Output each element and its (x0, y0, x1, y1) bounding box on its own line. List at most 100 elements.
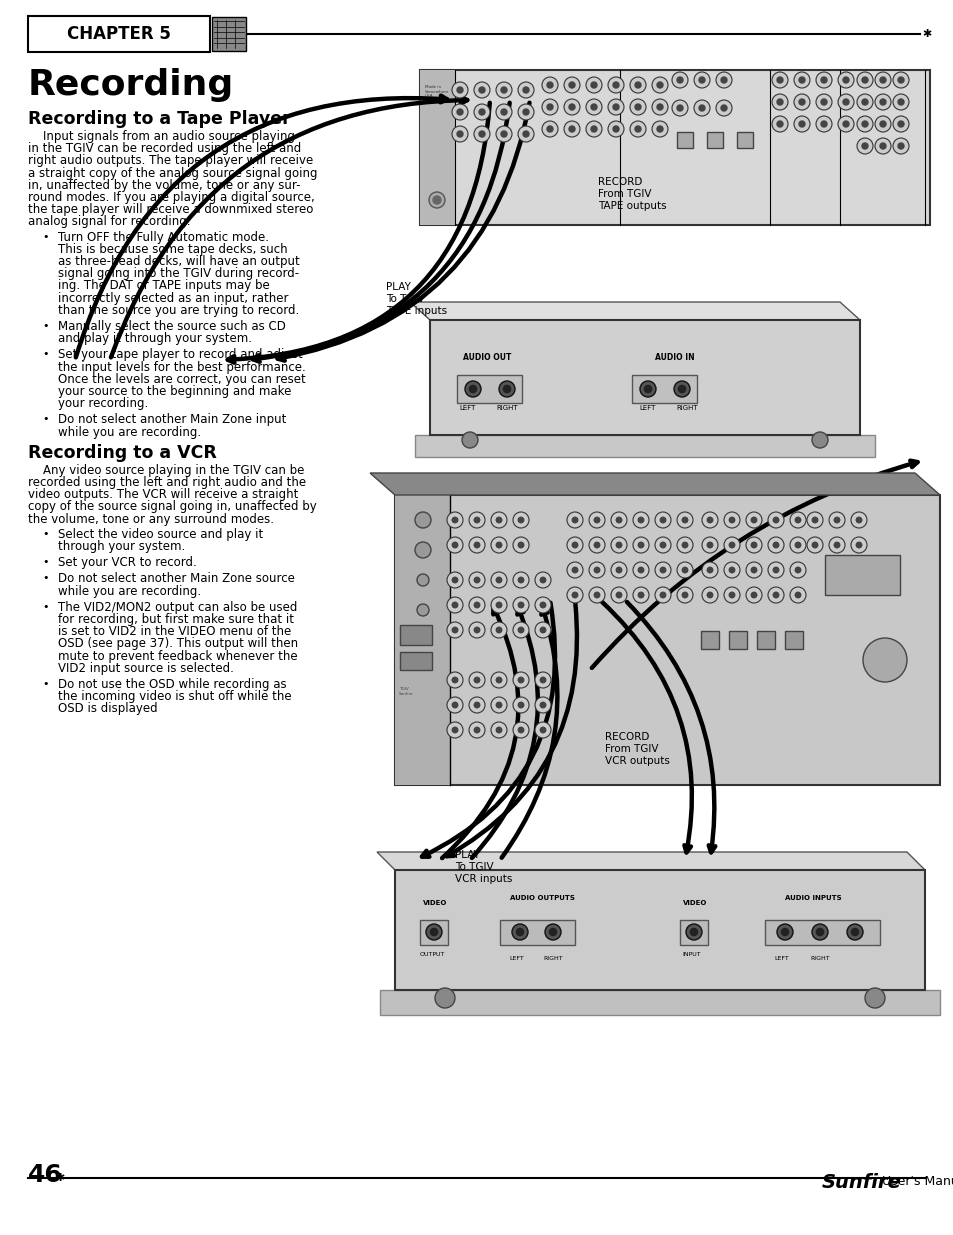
Circle shape (491, 513, 506, 529)
Text: your recording.: your recording. (58, 398, 148, 410)
Circle shape (659, 593, 665, 598)
Circle shape (874, 138, 890, 154)
Circle shape (474, 126, 490, 142)
Bar (419, 70, 455, 225)
Circle shape (892, 72, 908, 88)
Circle shape (585, 99, 601, 115)
Circle shape (677, 513, 692, 529)
Circle shape (546, 126, 553, 132)
Circle shape (821, 99, 826, 105)
Text: •: • (43, 415, 50, 425)
Bar (499, 920, 575, 945)
Bar (677, 132, 692, 148)
Circle shape (767, 513, 783, 529)
Text: than the source you are trying to record.: than the source you are trying to record… (58, 304, 299, 317)
Circle shape (517, 542, 523, 548)
Circle shape (496, 542, 501, 548)
Circle shape (474, 727, 479, 732)
Circle shape (568, 126, 575, 132)
Circle shape (469, 572, 484, 588)
Text: RECORD: RECORD (598, 177, 641, 186)
Text: RIGHT: RIGHT (676, 405, 697, 411)
Polygon shape (376, 852, 924, 869)
Circle shape (474, 104, 490, 120)
Circle shape (811, 432, 827, 448)
Bar (631, 375, 697, 403)
Circle shape (671, 100, 687, 116)
Circle shape (635, 126, 640, 132)
Circle shape (677, 587, 692, 603)
Circle shape (879, 121, 885, 127)
Circle shape (671, 72, 687, 88)
Circle shape (491, 597, 506, 613)
Circle shape (771, 116, 787, 132)
Circle shape (469, 622, 484, 638)
Circle shape (862, 99, 867, 105)
Circle shape (821, 77, 826, 83)
Circle shape (693, 100, 709, 116)
Circle shape (452, 542, 457, 548)
Circle shape (773, 517, 778, 522)
Circle shape (728, 542, 734, 548)
Circle shape (837, 72, 853, 88)
Circle shape (651, 121, 667, 137)
Circle shape (789, 537, 805, 553)
Circle shape (535, 697, 551, 713)
Circle shape (750, 542, 756, 548)
Circle shape (633, 537, 648, 553)
Circle shape (723, 562, 740, 578)
Circle shape (469, 513, 484, 529)
Circle shape (639, 382, 656, 396)
Circle shape (789, 562, 805, 578)
Circle shape (517, 517, 523, 522)
Circle shape (610, 513, 626, 529)
Circle shape (491, 572, 506, 588)
Circle shape (496, 627, 501, 632)
Circle shape (745, 562, 761, 578)
Circle shape (750, 593, 756, 598)
Circle shape (745, 513, 761, 529)
Circle shape (693, 72, 709, 88)
Circle shape (806, 513, 822, 529)
Text: OSD (see page 37). This output will then: OSD (see page 37). This output will then (58, 637, 297, 651)
Circle shape (563, 121, 579, 137)
Circle shape (522, 109, 529, 115)
Circle shape (815, 72, 831, 88)
Circle shape (728, 567, 734, 573)
Text: in the TGIV can be recorded using the left and: in the TGIV can be recorded using the le… (28, 142, 301, 156)
Circle shape (789, 587, 805, 603)
Circle shape (842, 121, 848, 127)
Text: Made in
Somewhere
USA: Made in Somewhere USA (424, 85, 449, 99)
Text: User's Manual: User's Manual (882, 1174, 953, 1188)
Text: Recording to a VCR: Recording to a VCR (28, 443, 216, 462)
Circle shape (590, 126, 597, 132)
Circle shape (789, 513, 805, 529)
Circle shape (513, 697, 529, 713)
Circle shape (474, 627, 479, 632)
Circle shape (659, 542, 665, 548)
Circle shape (474, 703, 479, 708)
Circle shape (549, 929, 556, 936)
Text: This is because some tape decks, such: This is because some tape decks, such (58, 243, 287, 256)
Text: AUDIO OUT: AUDIO OUT (462, 353, 511, 362)
Text: in, unaffected by the volume, tone or any sur-: in, unaffected by the volume, tone or an… (28, 179, 300, 191)
Circle shape (496, 104, 512, 120)
Circle shape (474, 517, 479, 522)
Circle shape (799, 77, 804, 83)
Circle shape (799, 121, 804, 127)
Text: AUDIO INPUTS: AUDIO INPUTS (784, 895, 841, 902)
Circle shape (541, 121, 558, 137)
Circle shape (539, 627, 545, 632)
Circle shape (635, 104, 640, 110)
Text: Manually select the source such as CD: Manually select the source such as CD (58, 320, 286, 333)
Text: the input levels for the best performance.: the input levels for the best performanc… (58, 361, 305, 374)
Circle shape (659, 517, 665, 522)
Text: as three-head decks, will have an output: as three-head decks, will have an output (58, 254, 299, 268)
Circle shape (856, 94, 872, 110)
Circle shape (850, 513, 866, 529)
Bar (212, 17, 246, 51)
Text: TAPE outputs: TAPE outputs (598, 201, 666, 211)
Circle shape (815, 94, 831, 110)
Circle shape (464, 382, 480, 396)
Circle shape (643, 385, 651, 393)
